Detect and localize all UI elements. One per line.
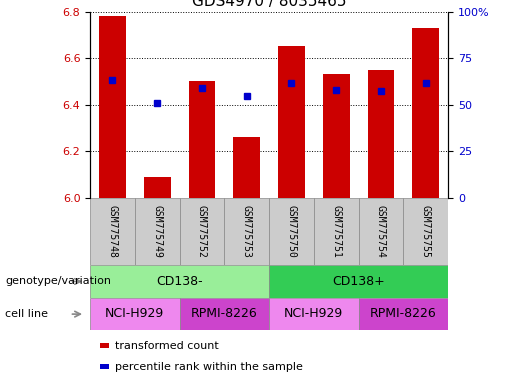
Bar xyxy=(269,265,448,298)
Bar xyxy=(358,298,448,330)
Bar xyxy=(90,198,135,265)
Text: CD138-: CD138- xyxy=(156,275,203,288)
Bar xyxy=(180,298,269,330)
Bar xyxy=(99,16,126,198)
Text: NCI-H929: NCI-H929 xyxy=(105,308,164,320)
Bar xyxy=(314,198,358,265)
Bar xyxy=(323,74,350,198)
Bar xyxy=(90,298,180,330)
Text: GSM775750: GSM775750 xyxy=(286,205,297,258)
Text: GSM775752: GSM775752 xyxy=(197,205,207,258)
Bar xyxy=(269,298,358,330)
Text: GSM775755: GSM775755 xyxy=(421,205,431,258)
Text: GSM775753: GSM775753 xyxy=(242,205,252,258)
Text: cell line: cell line xyxy=(5,309,48,319)
Text: NCI-H929: NCI-H929 xyxy=(284,308,344,320)
Text: transformed count: transformed count xyxy=(114,341,218,351)
Text: GSM775748: GSM775748 xyxy=(108,205,117,258)
Bar xyxy=(180,198,225,265)
Bar xyxy=(278,46,305,198)
Bar xyxy=(90,265,269,298)
Bar xyxy=(413,28,439,198)
Bar xyxy=(135,198,180,265)
Bar xyxy=(233,137,260,198)
Text: GSM775749: GSM775749 xyxy=(152,205,162,258)
Bar xyxy=(368,70,394,198)
Bar xyxy=(225,198,269,265)
Bar xyxy=(144,177,170,198)
Text: genotype/variation: genotype/variation xyxy=(5,276,111,286)
Text: percentile rank within the sample: percentile rank within the sample xyxy=(114,362,302,372)
Bar xyxy=(358,198,403,265)
Text: GSM775751: GSM775751 xyxy=(331,205,341,258)
Text: GSM775754: GSM775754 xyxy=(376,205,386,258)
Bar xyxy=(403,198,448,265)
Text: RPMI-8226: RPMI-8226 xyxy=(370,308,437,320)
Text: RPMI-8226: RPMI-8226 xyxy=(191,308,258,320)
Bar xyxy=(269,198,314,265)
Bar xyxy=(188,81,215,198)
Title: GDS4970 / 8035465: GDS4970 / 8035465 xyxy=(192,0,346,9)
Text: CD138+: CD138+ xyxy=(332,275,385,288)
